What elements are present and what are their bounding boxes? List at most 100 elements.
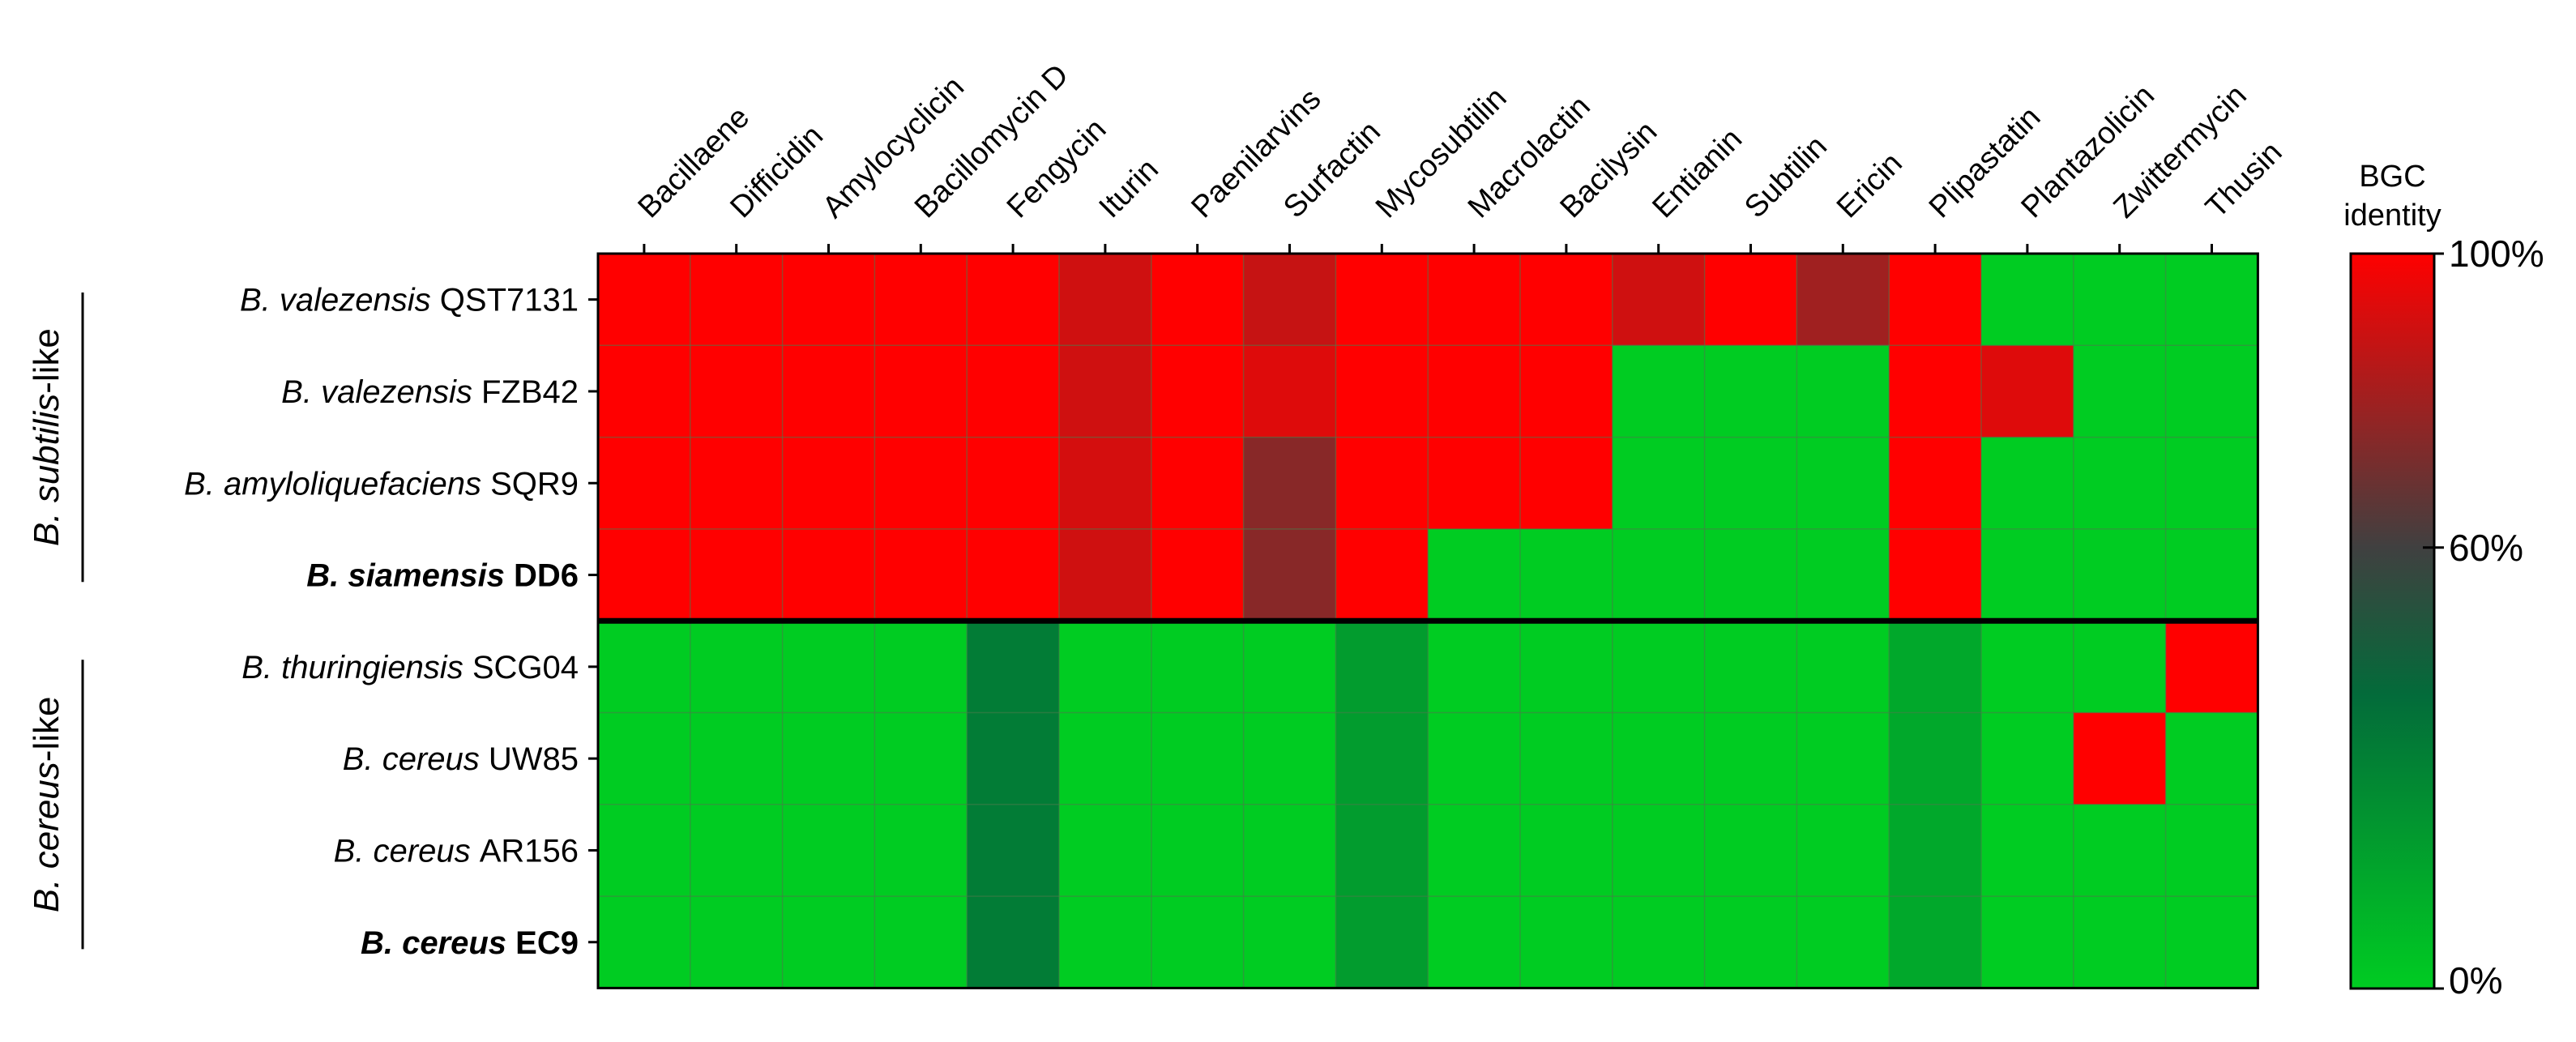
- heatmap-cell-r2-c5: [1059, 437, 1152, 530]
- heatmap-cell-r1-c11: [1612, 345, 1706, 438]
- heatmap-cell-r6-c9: [1428, 804, 1521, 897]
- heatmap-cell-r2-c0: [598, 437, 691, 530]
- heatmap-cell-r2-c10: [1520, 437, 1613, 530]
- heatmap-cell-r2-c2: [782, 437, 875, 530]
- colorbar: [2349, 252, 2436, 990]
- heatmap-cell-r1-c14: [1889, 345, 1982, 438]
- heatmap-cell-r2-c4: [967, 437, 1060, 530]
- heatmap-cell-r0-c8: [1335, 254, 1429, 346]
- column-labels: BacillaeneDifficidinAmylocyclicinBacillo…: [632, 58, 2289, 224]
- column-label: Subtilin: [1738, 130, 1834, 225]
- heatmap-cell-r2-c1: [690, 437, 784, 530]
- heatmap-cell-r1-c12: [1704, 345, 1797, 438]
- row-label-strain: AR156: [471, 833, 579, 869]
- heatmap-cell-r0-c16: [2073, 254, 2167, 346]
- heatmap-cell-r3-c1: [690, 528, 784, 621]
- colorbar-title: identity: [2343, 199, 2441, 233]
- heatmap-cell-r2-c11: [1612, 437, 1706, 530]
- heatmap-cell-r3-c14: [1889, 528, 1982, 621]
- heatmap-cell-r7-c5: [1059, 896, 1152, 989]
- column-label: Ericin: [1831, 146, 1909, 224]
- heatmap-cell-r7-c2: [782, 896, 875, 989]
- heatmap-cell-r3-c7: [1243, 528, 1336, 621]
- heatmap-cell-r3-c8: [1335, 528, 1429, 621]
- row-label-strain: FZB42: [472, 374, 579, 410]
- heatmap-cell-r6-c6: [1151, 804, 1245, 897]
- row-label: B. cereus AR156: [334, 833, 579, 869]
- heatmap-cell-r0-c2: [782, 254, 875, 346]
- heatmap-cell-r7-c0: [598, 896, 691, 989]
- heatmap-cell-r7-c17: [2165, 896, 2258, 989]
- heatmap-cell-r6-c1: [690, 804, 784, 897]
- heatmap-cell-r0-c10: [1520, 254, 1613, 346]
- heatmap-cell-r4-c1: [690, 621, 784, 714]
- heatmap-cell-r4-c3: [874, 621, 968, 714]
- heatmap-cell-r0-c13: [1796, 254, 1890, 346]
- heatmap-cell-r1-c4: [967, 345, 1060, 438]
- heatmap-cell-r1-c7: [1243, 345, 1336, 438]
- heatmap-cell-r0-c14: [1889, 254, 1982, 346]
- group-label: B. subtilis-like: [27, 328, 66, 546]
- heatmap-cell-r4-c12: [1704, 621, 1797, 714]
- heatmap-cell-r4-c17: [2165, 621, 2258, 714]
- row-label: B. valezensis QST7131: [240, 283, 579, 318]
- heatmap-cell-r3-c16: [2073, 528, 2167, 621]
- heatmap-cell-r3-c6: [1151, 528, 1245, 621]
- heatmap-cell-r1-c0: [598, 345, 691, 438]
- heatmap-cell-r5-c13: [1796, 712, 1890, 805]
- heatmap-cell-r1-c6: [1151, 345, 1245, 438]
- heatmap-cell-r5-c16: [2073, 712, 2167, 805]
- heatmap-cell-r4-c5: [1059, 621, 1152, 714]
- heatmap-cell-r1-c16: [2073, 345, 2167, 438]
- heatmap-cell-r5-c11: [1612, 712, 1706, 805]
- heatmap-cell-r2-c14: [1889, 437, 1982, 530]
- heatmap-cell-r1-c13: [1796, 345, 1890, 438]
- group-label: B. cereus-like: [27, 697, 66, 913]
- heatmap-cell-r3-c17: [2165, 528, 2258, 621]
- row-label-species: B. cereus: [343, 741, 480, 777]
- heatmap-cell-r5-c4: [967, 712, 1060, 805]
- heatmap-cell-r5-c14: [1889, 712, 1982, 805]
- row-label-strain: DD6: [505, 558, 579, 594]
- row-label-strain: UW85: [480, 741, 579, 777]
- colorbar-tick-label: 0%: [2449, 959, 2502, 1001]
- heatmap-cell-r4-c15: [1981, 621, 2074, 714]
- heatmap-cell-r2-c16: [2073, 437, 2167, 530]
- heatmap-cell-r7-c9: [1428, 896, 1521, 989]
- heatmap-frame: [588, 244, 2259, 989]
- heatmap-cell-r3-c13: [1796, 528, 1890, 621]
- heatmap-cell-r7-c14: [1889, 896, 1982, 989]
- heatmap-cell-r2-c13: [1796, 437, 1890, 530]
- heatmap-cell-r5-c10: [1520, 712, 1613, 805]
- heatmap-cell-r6-c5: [1059, 804, 1152, 897]
- heatmap-cell-r4-c14: [1889, 621, 1982, 714]
- heatmap-cell-r0-c3: [874, 254, 968, 346]
- heatmap-cell-r3-c9: [1428, 528, 1521, 621]
- heatmap-cell-r4-c9: [1428, 621, 1521, 714]
- heatmap-cell-r6-c0: [598, 804, 691, 897]
- heatmap-cell-r3-c4: [967, 528, 1060, 621]
- row-label-species: B. amyloliquefaciens: [184, 466, 481, 502]
- heatmap-cell-r3-c5: [1059, 528, 1152, 621]
- heatmap-cell-r1-c1: [690, 345, 784, 438]
- row-label: B. siamensis DD6: [306, 558, 579, 594]
- heatmap-cell-r0-c9: [1428, 254, 1521, 346]
- heatmap-cell-r0-c15: [1981, 254, 2074, 346]
- heatmap-cell-r7-c1: [690, 896, 784, 989]
- heatmap-cell-r7-c11: [1612, 896, 1706, 989]
- row-label-species: B. thuringiensis: [241, 650, 463, 685]
- heatmap-cell-r0-c5: [1059, 254, 1152, 346]
- row-label-strain: SCG04: [464, 650, 579, 685]
- heatmap-cell-r6-c17: [2165, 804, 2258, 897]
- heatmap-cell-r1-c9: [1428, 345, 1521, 438]
- heatmap-cell-r3-c15: [1981, 528, 2074, 621]
- heatmap-cell-r5-c12: [1704, 712, 1797, 805]
- heatmap-cell-r1-c8: [1335, 345, 1429, 438]
- heatmap-cell-r0-c7: [1243, 254, 1336, 346]
- heatmap-cell-r6-c12: [1704, 804, 1797, 897]
- column-label: Thusin: [2199, 135, 2288, 224]
- heatmap-cell-r4-c11: [1612, 621, 1706, 714]
- heatmap-cell-r0-c6: [1151, 254, 1245, 346]
- row-label-strain: QST7131: [431, 283, 579, 318]
- heatmap-cell-r7-c6: [1151, 896, 1245, 989]
